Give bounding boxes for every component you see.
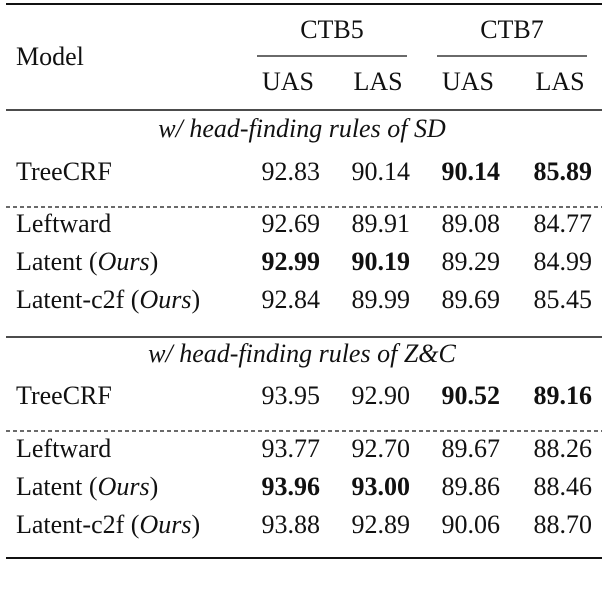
score: 92.99 [262, 247, 321, 276]
score: 89.86 [442, 472, 501, 501]
score: 84.99 [534, 247, 593, 276]
score: 89.67 [442, 434, 501, 463]
model-name: Leftward [16, 434, 111, 463]
model-name: Latent (Ours) [16, 247, 158, 276]
model-part: Leftward [16, 434, 111, 463]
score: 90.14 [442, 157, 501, 186]
model-part: Leftward [16, 209, 111, 238]
model-name: TreeCRF [16, 157, 112, 186]
model-part: TreeCRF [16, 157, 112, 186]
score: 85.89 [534, 157, 593, 186]
score: 93.88 [262, 510, 321, 539]
group-header: CTB5 [300, 15, 364, 44]
score: 92.83 [262, 157, 321, 186]
model-part: Ours [139, 285, 191, 314]
model-part: Ours [98, 472, 150, 501]
score: 88.70 [534, 510, 593, 539]
column-header: LAS [535, 67, 584, 96]
score: 89.16 [534, 381, 593, 410]
section-title: w/ head-finding rules of Z&C [148, 339, 456, 368]
model-part: Latent ( [16, 472, 98, 501]
section-title: w/ head-finding rules of SD [158, 114, 446, 143]
column-header: UAS [262, 67, 314, 96]
model-part: ) [191, 510, 200, 539]
score: 92.84 [262, 285, 321, 314]
score: 93.96 [262, 472, 321, 501]
group-header: CTB7 [480, 15, 544, 44]
score: 88.26 [534, 434, 593, 463]
score: 92.90 [352, 381, 411, 410]
score: 84.77 [534, 209, 593, 238]
model-part: Ours [139, 510, 191, 539]
model-part: ) [150, 472, 159, 501]
score: 92.70 [352, 434, 411, 463]
score: 90.52 [442, 381, 501, 410]
score: 90.14 [352, 157, 411, 186]
model-name: Leftward [16, 209, 111, 238]
model-part: Latent-c2f ( [16, 285, 139, 314]
model-name: Latent (Ours) [16, 472, 158, 501]
model-name: TreeCRF [16, 381, 112, 410]
score: 92.69 [262, 209, 321, 238]
score: 88.46 [534, 472, 593, 501]
score: 93.95 [262, 381, 321, 410]
column-header: LAS [353, 67, 402, 96]
model-part: TreeCRF [16, 381, 112, 410]
model-part: Ours [98, 247, 150, 276]
score: 93.00 [352, 472, 411, 501]
model-header: Model [16, 42, 84, 71]
score: 92.89 [352, 510, 411, 539]
score: 89.29 [442, 247, 501, 276]
score: 90.06 [442, 510, 501, 539]
model-name: Latent-c2f (Ours) [16, 285, 200, 314]
model-part: Latent-c2f ( [16, 510, 139, 539]
model-part: Latent ( [16, 247, 98, 276]
score: 89.99 [352, 285, 411, 314]
score: 85.45 [534, 285, 593, 314]
score: 90.19 [352, 247, 411, 276]
model-part: ) [150, 247, 159, 276]
score: 93.77 [262, 434, 321, 463]
score: 89.08 [442, 209, 501, 238]
model-name: Latent-c2f (Ours) [16, 510, 200, 539]
model-part: ) [191, 285, 200, 314]
score: 89.69 [442, 285, 501, 314]
score: 89.91 [352, 209, 411, 238]
column-header: UAS [442, 67, 494, 96]
